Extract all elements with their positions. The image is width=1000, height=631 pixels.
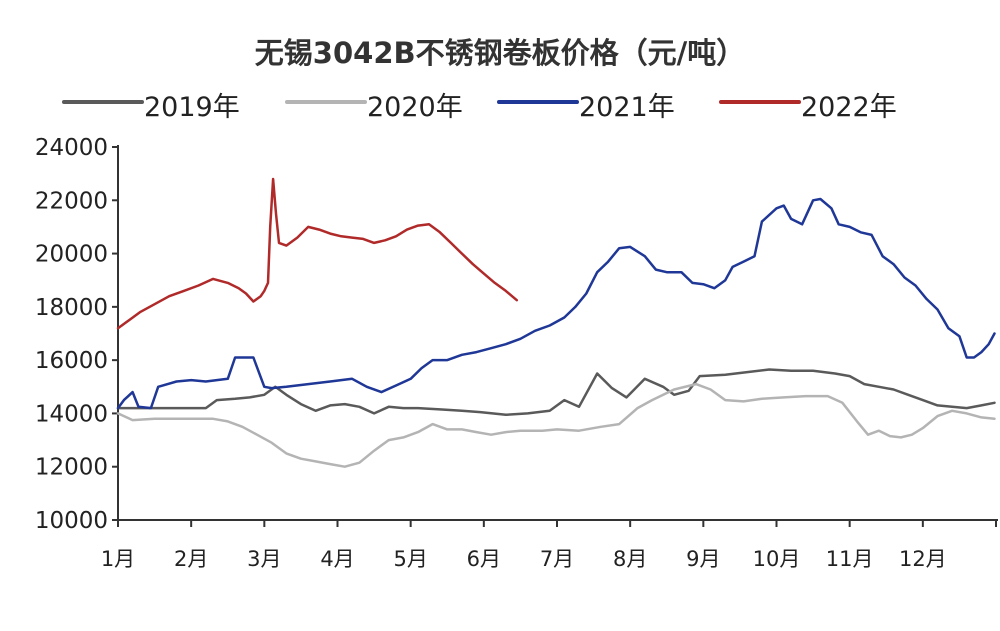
- x-tick-label: 6月: [467, 547, 501, 571]
- chart-axes: 24000 22000 20000 18000 16000 14000 12000 10000…: [35, 135, 998, 571]
- x-tick-label: 8月: [613, 547, 647, 571]
- series-line-1: [116, 382, 996, 468]
- legend-label-2022: 2022年: [801, 92, 897, 123]
- legend-swatch-2020: [285, 100, 367, 104]
- series-line-2: [116, 197, 996, 410]
- y-tick-label: 10000: [35, 508, 108, 534]
- x-tick-label: 3月: [247, 547, 281, 571]
- x-tick-label: 4月: [320, 547, 354, 571]
- x-tick-label: 2月: [174, 547, 208, 571]
- legend-label-2021: 2021年: [579, 92, 675, 123]
- chart-title: 无锡3042B不锈钢卷板价格（元/吨）: [254, 36, 746, 70]
- y-tick-label: 22000: [35, 188, 108, 214]
- legend-swatch-2022: [719, 100, 801, 104]
- y-tick-label: 18000: [35, 295, 108, 321]
- x-tick-label: 9月: [686, 547, 720, 571]
- chart-series: [116, 177, 996, 468]
- chart-legend: 2019年 2020年 2021年 2022年: [0, 84, 1000, 123]
- legend-swatch-2019: [62, 100, 144, 104]
- y-tick-label: 14000: [35, 401, 108, 427]
- series-line-0: [116, 368, 996, 417]
- legend-label-2019: 2019年: [144, 92, 240, 123]
- y-tick-label: 12000: [35, 455, 108, 481]
- x-tick-label: 5月: [393, 547, 427, 571]
- y-tick-label: 20000: [35, 242, 108, 268]
- x-tick-label: 1月: [101, 547, 135, 571]
- y-tick-label: 16000: [35, 348, 108, 374]
- x-tick-label: 11月: [826, 547, 874, 571]
- y-tick-label: 24000: [35, 135, 108, 161]
- series-line-3: [116, 177, 519, 330]
- x-tick-label: 10月: [753, 547, 801, 571]
- x-tick-label: 7月: [540, 547, 574, 571]
- x-tick-label: 12月: [899, 547, 947, 571]
- legend-label-2020: 2020年: [367, 92, 463, 123]
- legend-swatch-2021: [497, 100, 579, 104]
